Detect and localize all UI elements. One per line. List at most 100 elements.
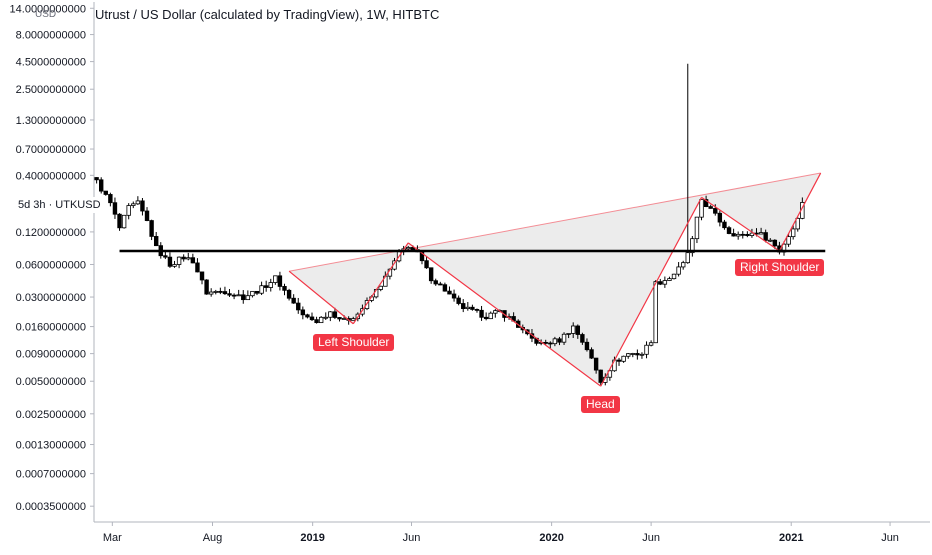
price-tick-label: 0.0090000000 — [16, 349, 86, 361]
candle — [300, 306, 306, 320]
candle-body — [300, 309, 306, 316]
candle-body — [451, 293, 457, 299]
candle — [580, 332, 585, 345]
pattern-zigzag-line — [352, 242, 409, 325]
candle-body — [488, 312, 493, 320]
candle-body — [731, 233, 736, 237]
candle-body — [241, 294, 246, 301]
candle-body — [314, 319, 319, 324]
candle-body — [790, 228, 796, 238]
candle-body — [768, 239, 773, 242]
candle-body — [557, 338, 562, 343]
candle — [167, 252, 173, 268]
candle — [749, 228, 755, 238]
price-tick-label: 0.4000000000 — [16, 170, 86, 182]
candle-body — [648, 342, 654, 346]
time-tick-label: 2019 — [300, 532, 324, 544]
candle-body — [213, 290, 218, 293]
candle — [378, 285, 383, 292]
candle-body — [199, 271, 205, 281]
candle-body — [456, 297, 461, 304]
candle-body — [483, 316, 489, 320]
candle-body — [616, 359, 622, 362]
candle-body — [108, 194, 113, 204]
candle — [598, 369, 603, 385]
price-tick-label: 1.3000000000 — [16, 115, 86, 127]
candle — [699, 199, 704, 221]
candle-body — [493, 310, 498, 314]
candle-body — [406, 247, 411, 250]
price-tick-label: 0.1200000000 — [16, 227, 86, 239]
candle — [227, 288, 232, 297]
candle — [121, 214, 127, 229]
candle-body — [433, 280, 438, 285]
candle-body — [131, 203, 136, 206]
candle-body — [153, 236, 159, 247]
candle-body — [561, 333, 567, 343]
candle — [442, 282, 448, 292]
candle-body — [676, 266, 681, 275]
candle — [703, 195, 709, 208]
countdown-symbol-tag: 5d 3h · UTKUSD — [14, 197, 105, 213]
candle — [108, 192, 113, 207]
candle — [566, 333, 571, 339]
candle-body — [268, 282, 273, 288]
time-tick-label: Aug — [203, 532, 223, 544]
candle — [268, 278, 273, 292]
price-tick-label: 0.0025000000 — [16, 409, 86, 421]
candle — [662, 276, 668, 288]
pattern-zigzag-line — [288, 270, 354, 325]
candle-body — [607, 370, 613, 378]
candle-body — [786, 236, 791, 245]
candle-body — [163, 255, 168, 258]
price-tick-label: 0.0160000000 — [16, 322, 86, 334]
candle — [626, 352, 631, 359]
candle — [190, 253, 196, 264]
candle-body — [181, 256, 186, 260]
candle — [653, 280, 658, 344]
candles-group — [94, 63, 805, 386]
candle — [735, 231, 741, 240]
candle-body — [584, 341, 590, 351]
candle — [135, 196, 141, 205]
candle — [461, 299, 466, 313]
candle — [103, 190, 108, 196]
candle-body — [580, 334, 585, 343]
candle — [144, 207, 150, 222]
candle — [685, 63, 690, 264]
candle-body — [630, 353, 635, 355]
candle-body — [305, 314, 310, 318]
candle — [172, 260, 177, 268]
candle-body — [309, 316, 315, 321]
candle — [149, 219, 154, 241]
candle — [621, 355, 626, 363]
candle-body — [140, 200, 145, 212]
candle-body — [703, 199, 709, 208]
candle-body — [474, 309, 480, 311]
candle — [713, 204, 718, 216]
chart-title: Utrust / US Dollar (calculated by Tradin… — [95, 7, 440, 22]
candle — [786, 233, 791, 247]
candle-body — [428, 267, 434, 282]
candle — [548, 341, 553, 349]
price-tick-label: 0.7000000000 — [16, 144, 86, 156]
candle — [204, 279, 209, 295]
candle-body — [713, 208, 718, 214]
candle — [208, 288, 214, 297]
candle-body — [639, 353, 645, 356]
head-and-shoulders-area — [289, 173, 821, 387]
candle-body — [208, 291, 214, 295]
candle-body — [735, 233, 741, 237]
candle — [328, 311, 333, 322]
candle-body — [328, 311, 333, 318]
candle — [263, 280, 269, 292]
candle-body — [571, 325, 576, 334]
candle — [314, 316, 319, 324]
candle-body — [254, 290, 260, 294]
candle-body — [442, 284, 448, 292]
candle — [552, 336, 558, 347]
candle-body — [653, 281, 658, 344]
candle-body — [717, 212, 723, 223]
candle — [438, 281, 443, 286]
candle-body — [438, 283, 443, 286]
